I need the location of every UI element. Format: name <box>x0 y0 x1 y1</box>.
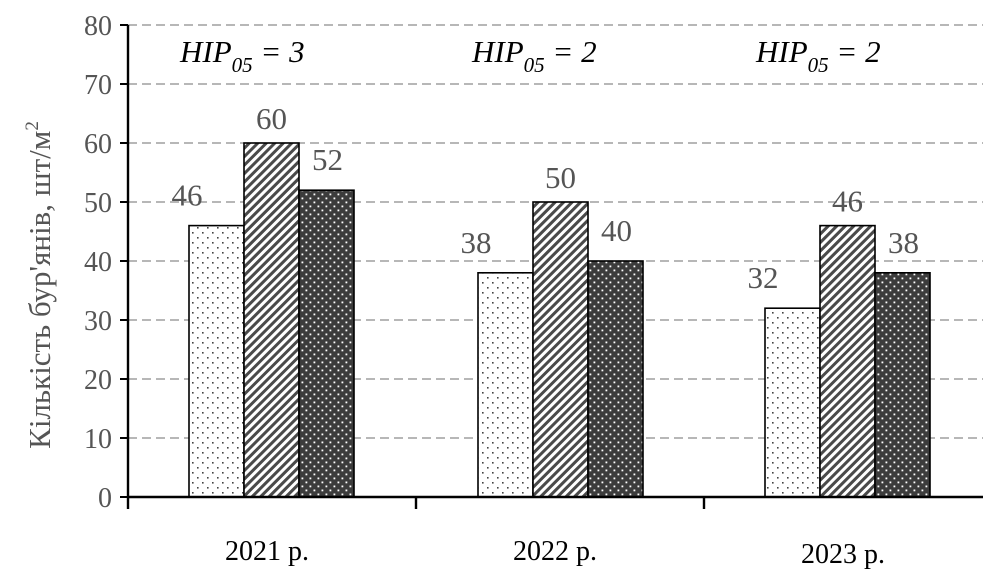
bar <box>819 224 876 498</box>
lsd-annotation: HIP05 = 2 <box>755 34 881 77</box>
labels: 0 10 20 30 40 50 60 70 80 46 60 52 38 50 40 32 46 38 2021 … <box>84 11 919 570</box>
y-tick-label: 0 <box>98 483 112 514</box>
y-axis-title: Кількість бур'янів, шт/м2 <box>22 121 57 449</box>
data-label: 46 <box>832 184 863 219</box>
data-label: 60 <box>256 101 287 136</box>
y-tick-label: 60 <box>84 129 112 160</box>
bar <box>477 271 534 498</box>
y-tick-label: 70 <box>84 70 112 101</box>
y-tick-label: 50 <box>84 188 112 219</box>
data-label: 32 <box>748 260 779 295</box>
bar <box>188 224 245 498</box>
x-tick-label: 2023 р. <box>801 539 885 570</box>
data-label: 50 <box>545 160 576 195</box>
lsd-annotation: HIP05 = 2 <box>471 34 597 77</box>
bar <box>874 271 931 498</box>
data-label: 40 <box>601 213 632 248</box>
bar <box>532 201 589 498</box>
y-tick-label: 20 <box>84 365 112 396</box>
data-label: 38 <box>888 225 919 260</box>
data-label: 46 <box>172 178 203 213</box>
bar <box>764 307 821 498</box>
axes <box>120 24 983 509</box>
bar <box>298 189 355 498</box>
x-tick-label: 2022 р. <box>513 536 597 567</box>
y-tick-label: 10 <box>84 424 112 455</box>
lsd-annotation: HIP05 = 3 <box>179 34 305 77</box>
data-label: 38 <box>461 225 492 260</box>
y-tick-label: 80 <box>84 11 112 42</box>
y-tick-label: 30 <box>84 306 112 337</box>
bars <box>188 142 931 498</box>
y-tick-label: 40 <box>84 247 112 278</box>
bar <box>587 260 644 498</box>
data-label: 52 <box>312 142 343 177</box>
bar <box>243 142 300 498</box>
x-tick-label: 2021 р. <box>225 536 309 567</box>
